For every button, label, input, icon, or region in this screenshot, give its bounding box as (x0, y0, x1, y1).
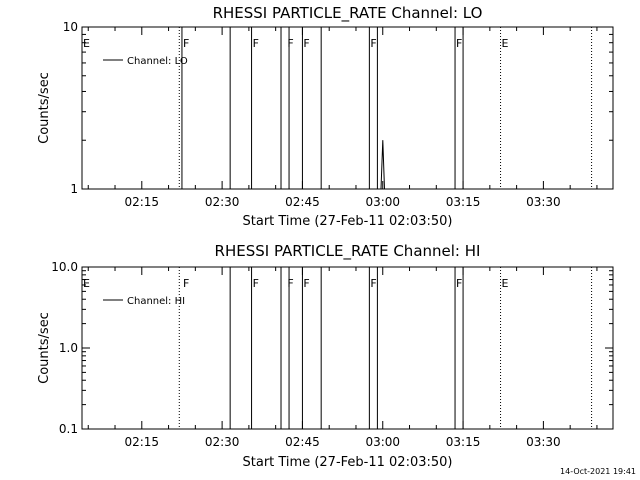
chart-panel-1: RHESSI PARTICLE_RATE Channel: LO Start Ti… (37, 4, 614, 229)
y-axis-label: Counts/sec (37, 72, 52, 144)
x-tick-label: 02:30 (205, 195, 240, 209)
x-tick-label: 03:30 (526, 195, 561, 209)
flag-label: F (287, 277, 293, 290)
chart-panel-2: RHESSI PARTICLE_RATE Channel: HI Start Ti… (37, 242, 614, 470)
flag-label: F (183, 37, 189, 50)
x-tick-label: 02:45 (285, 195, 320, 209)
flag-label: E (83, 277, 90, 290)
y-tick-label: 10.0 (51, 260, 78, 274)
x-tick-label: 02:15 (124, 435, 159, 449)
plot-frame (81, 266, 614, 430)
y-tick-label: 10 (63, 20, 78, 34)
flag-label: E (502, 277, 509, 290)
x-tick-label: 02:30 (205, 435, 240, 449)
x-tick-label: 03:00 (365, 435, 400, 449)
flag-label: F (456, 37, 462, 50)
flag-label: F (253, 277, 259, 290)
legend-label: Channel: HI (127, 296, 185, 307)
y-tick-label: 0.1 (59, 422, 78, 436)
flag-label: E (83, 37, 90, 50)
flag-label: E (502, 37, 509, 50)
x-tick-label: 03:15 (446, 195, 481, 209)
y-tick-label: 1.0 (59, 341, 78, 355)
flag-label: F (287, 37, 293, 50)
x-tick-label: 02:45 (285, 435, 320, 449)
flag-label: F (303, 277, 309, 290)
series-line (380, 140, 385, 190)
x-tick-label: 03:00 (365, 195, 400, 209)
flag-label: F (370, 37, 376, 50)
flag-label: F (183, 277, 189, 290)
footer-timestamp: 14-Oct-2021 19:41 (560, 467, 636, 476)
plot-frame (81, 26, 614, 190)
flag-label: F (253, 37, 259, 50)
y-axis-label: Counts/sec (37, 312, 52, 384)
flag-label: F (303, 37, 309, 50)
x-tick-label: 03:15 (446, 435, 481, 449)
x-axis-label: Start Time (27-Feb-11 02:03:50) (243, 455, 453, 470)
x-axis-label: Start Time (27-Feb-11 02:03:50) (243, 214, 453, 229)
chart-title: RHESSI PARTICLE_RATE Channel: LO (213, 4, 483, 23)
x-tick-label: 03:30 (526, 435, 561, 449)
flag-label: F (456, 277, 462, 290)
chart-title: RHESSI PARTICLE_RATE Channel: HI (215, 242, 481, 261)
legend-label: Channel: LO (127, 56, 188, 67)
x-tick-label: 02:15 (124, 195, 159, 209)
flag-label: F (370, 277, 376, 290)
y-tick-label: 1 (70, 182, 78, 196)
